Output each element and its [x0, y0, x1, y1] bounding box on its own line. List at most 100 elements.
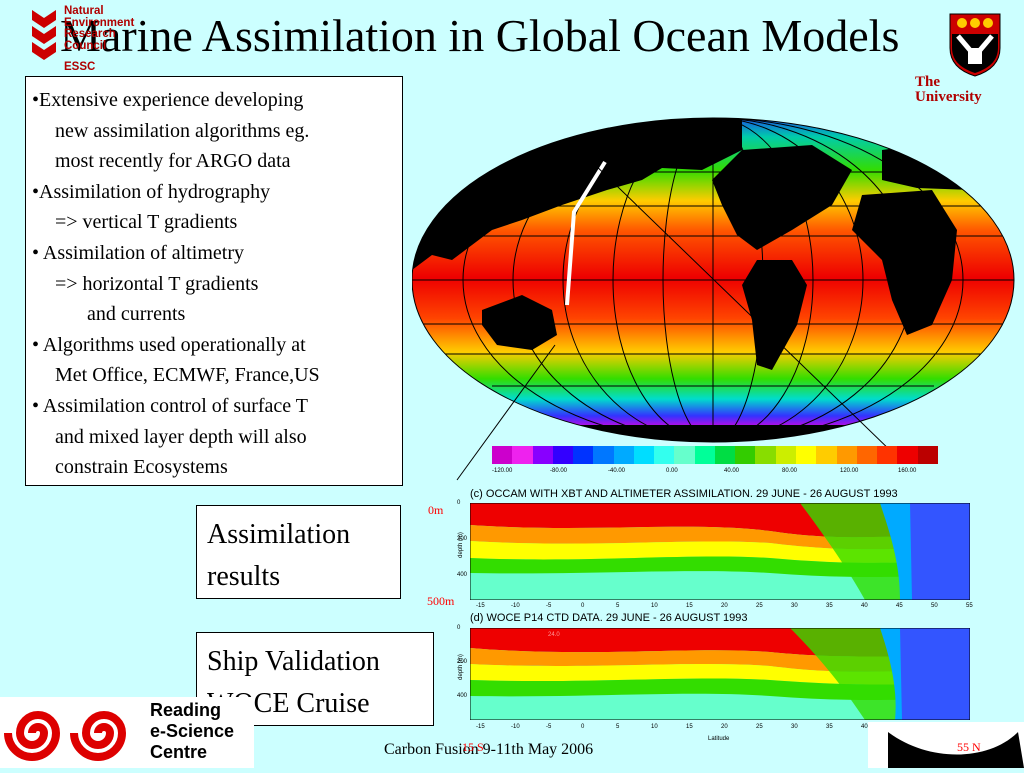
colorbar-swatch	[816, 446, 837, 464]
colorbar-swatch	[856, 446, 878, 464]
bullet-line: • Algorithms used operationally at	[32, 333, 306, 356]
bullet-line: constrain Ecosystems	[55, 456, 228, 479]
bullet-list-box: •Extensive experience developing new assi…	[25, 76, 403, 486]
latitude-tick: 55	[966, 603, 973, 609]
footer-text: Carbon Fusion 9-11th May 2006	[384, 741, 594, 758]
university-line: The	[915, 74, 941, 90]
colorbar-swatch	[532, 446, 553, 464]
latitude-tick: 0	[581, 724, 585, 730]
nerc-line: Environment	[64, 16, 135, 29]
nerc-line: Research	[64, 28, 116, 40]
latitude-tick: 5	[616, 603, 620, 609]
label-55n: 55 N	[957, 740, 981, 754]
nerc-line: ESSC	[64, 61, 96, 73]
depth-tick: 0	[457, 500, 461, 506]
colorbar-swatch	[573, 446, 594, 464]
nerc-line: Natural	[64, 5, 104, 17]
latitude-tick: -10	[511, 603, 520, 609]
resc-line: Centre	[150, 742, 208, 762]
label-15s: 15 S	[462, 740, 484, 754]
latitude-axis-label: Latitude	[708, 736, 730, 742]
colorbar: -120.00 -80.00 -40.00 0.00 40.00 80.00 120.00 1…	[492, 446, 938, 482]
latitude-tick: 30	[791, 724, 798, 730]
slide-title: Marine Assimilation in Global Ocean Mode…	[60, 10, 900, 61]
bullet-line: => horizontal T gradients	[55, 272, 259, 295]
assimilation-line: Assimilation	[207, 519, 351, 550]
colorbar-swatch	[694, 446, 715, 464]
latitude-tick: 35	[826, 603, 833, 609]
label-0m: 0m	[428, 503, 444, 517]
resc-line: Reading	[150, 700, 222, 720]
colorbar-label: -80.00	[550, 468, 568, 474]
latitude-tick: 40	[861, 603, 868, 609]
depth-tick: 400	[457, 693, 468, 700]
colorbar-label: 80.00	[782, 468, 798, 474]
colorbar-swatch	[714, 446, 736, 464]
nerc-logo-icon	[32, 10, 56, 60]
colorbar-swatch	[735, 446, 756, 464]
panel-c-title: (c) OCCAM WITH XBT AND ALTIMETER ASSIMIL…	[470, 488, 898, 500]
colorbar-label: 0.00	[666, 468, 678, 474]
bullet-line: •Assimilation of hydrography	[32, 180, 271, 203]
panel-c-section	[470, 503, 970, 600]
depth-axis-label: depth (m)	[457, 654, 464, 680]
bullet-line: most recently for ARGO data	[55, 150, 291, 173]
latitude-tick: 20	[721, 603, 728, 609]
label-500m: 500m	[427, 594, 455, 608]
colorbar-label: -40.00	[608, 468, 626, 474]
resc-wordmark: Reading e-Science Centre	[150, 700, 234, 763]
colorbar-labels: -120.00 -80.00 -40.00 0.00 40.00 80.00 120.00 1…	[492, 464, 938, 478]
nerc-wordmark: Natural Environment Research Council ESS…	[64, 5, 135, 74]
latitude-tick: -5	[546, 724, 552, 730]
colorbar-label: 120.00	[840, 468, 859, 474]
global-sst-map	[412, 117, 1015, 443]
colorbar-swatch	[795, 446, 817, 464]
bullet-line: and currents	[87, 303, 186, 326]
depth-tick: 0	[457, 625, 461, 631]
latitude-tick: 25	[756, 603, 763, 609]
university-wordmark: The University	[915, 75, 982, 105]
colorbar-swatch	[613, 446, 634, 464]
latitude-tick: 50	[931, 603, 938, 609]
colorbar-swatch	[917, 446, 938, 464]
latitude-tick: 35	[826, 724, 833, 730]
colorbar-swatch	[877, 446, 898, 464]
colorbar-swatch	[492, 446, 513, 464]
colorbar-swatch	[897, 446, 918, 464]
colorbar-swatch	[674, 446, 695, 464]
latitude-tick: 10	[651, 724, 658, 730]
latitude-tick: -10	[511, 724, 520, 730]
resc-logo-panel	[0, 697, 254, 768]
assimilation-line: results	[207, 561, 281, 592]
bullet-line: => vertical T gradients	[55, 211, 238, 234]
colorbar-swatch	[593, 446, 614, 464]
latitude-tick: 30	[791, 603, 798, 609]
colorbar-label: 160.00	[898, 468, 917, 474]
nerc-line: Council	[64, 39, 107, 52]
university-line: University	[915, 89, 982, 105]
colorbar-swatch	[633, 446, 655, 464]
depth-tick: 400	[457, 571, 468, 578]
depth-tick: 200	[457, 659, 468, 666]
bullet-line: • Assimilation of altimetry	[32, 241, 244, 264]
colorbar-swatch	[775, 446, 796, 464]
bullet-line: and mixed layer depth will also	[55, 425, 307, 448]
panel-d-section	[470, 628, 970, 720]
latitude-tick: 0	[581, 603, 585, 609]
colorbar-swatch	[512, 446, 533, 464]
bullet-line: •Extensive experience developing	[32, 89, 304, 111]
colorbar-swatch	[836, 446, 857, 464]
latitude-tick: 20	[721, 724, 728, 730]
colorbar-swatch	[755, 446, 776, 464]
bullet-line: • Assimilation control of surface T	[32, 394, 309, 417]
latitude-tick: -15	[476, 603, 485, 609]
panel-d-annotation: 24.0	[548, 632, 560, 638]
globe-logo-icon	[868, 722, 1024, 768]
latitude-tick: 45	[896, 603, 903, 609]
latitude-tick: 15	[686, 603, 693, 609]
ship-line: Ship Validation	[207, 646, 380, 677]
colorbar-label: 40.00	[724, 468, 740, 474]
depth-tick: 200	[457, 535, 468, 542]
university-crest-icon	[949, 13, 1001, 77]
panel-d-title: (d) WOCE P14 CTD DATA. 29 JUNE - 26 AUGU…	[470, 612, 748, 624]
